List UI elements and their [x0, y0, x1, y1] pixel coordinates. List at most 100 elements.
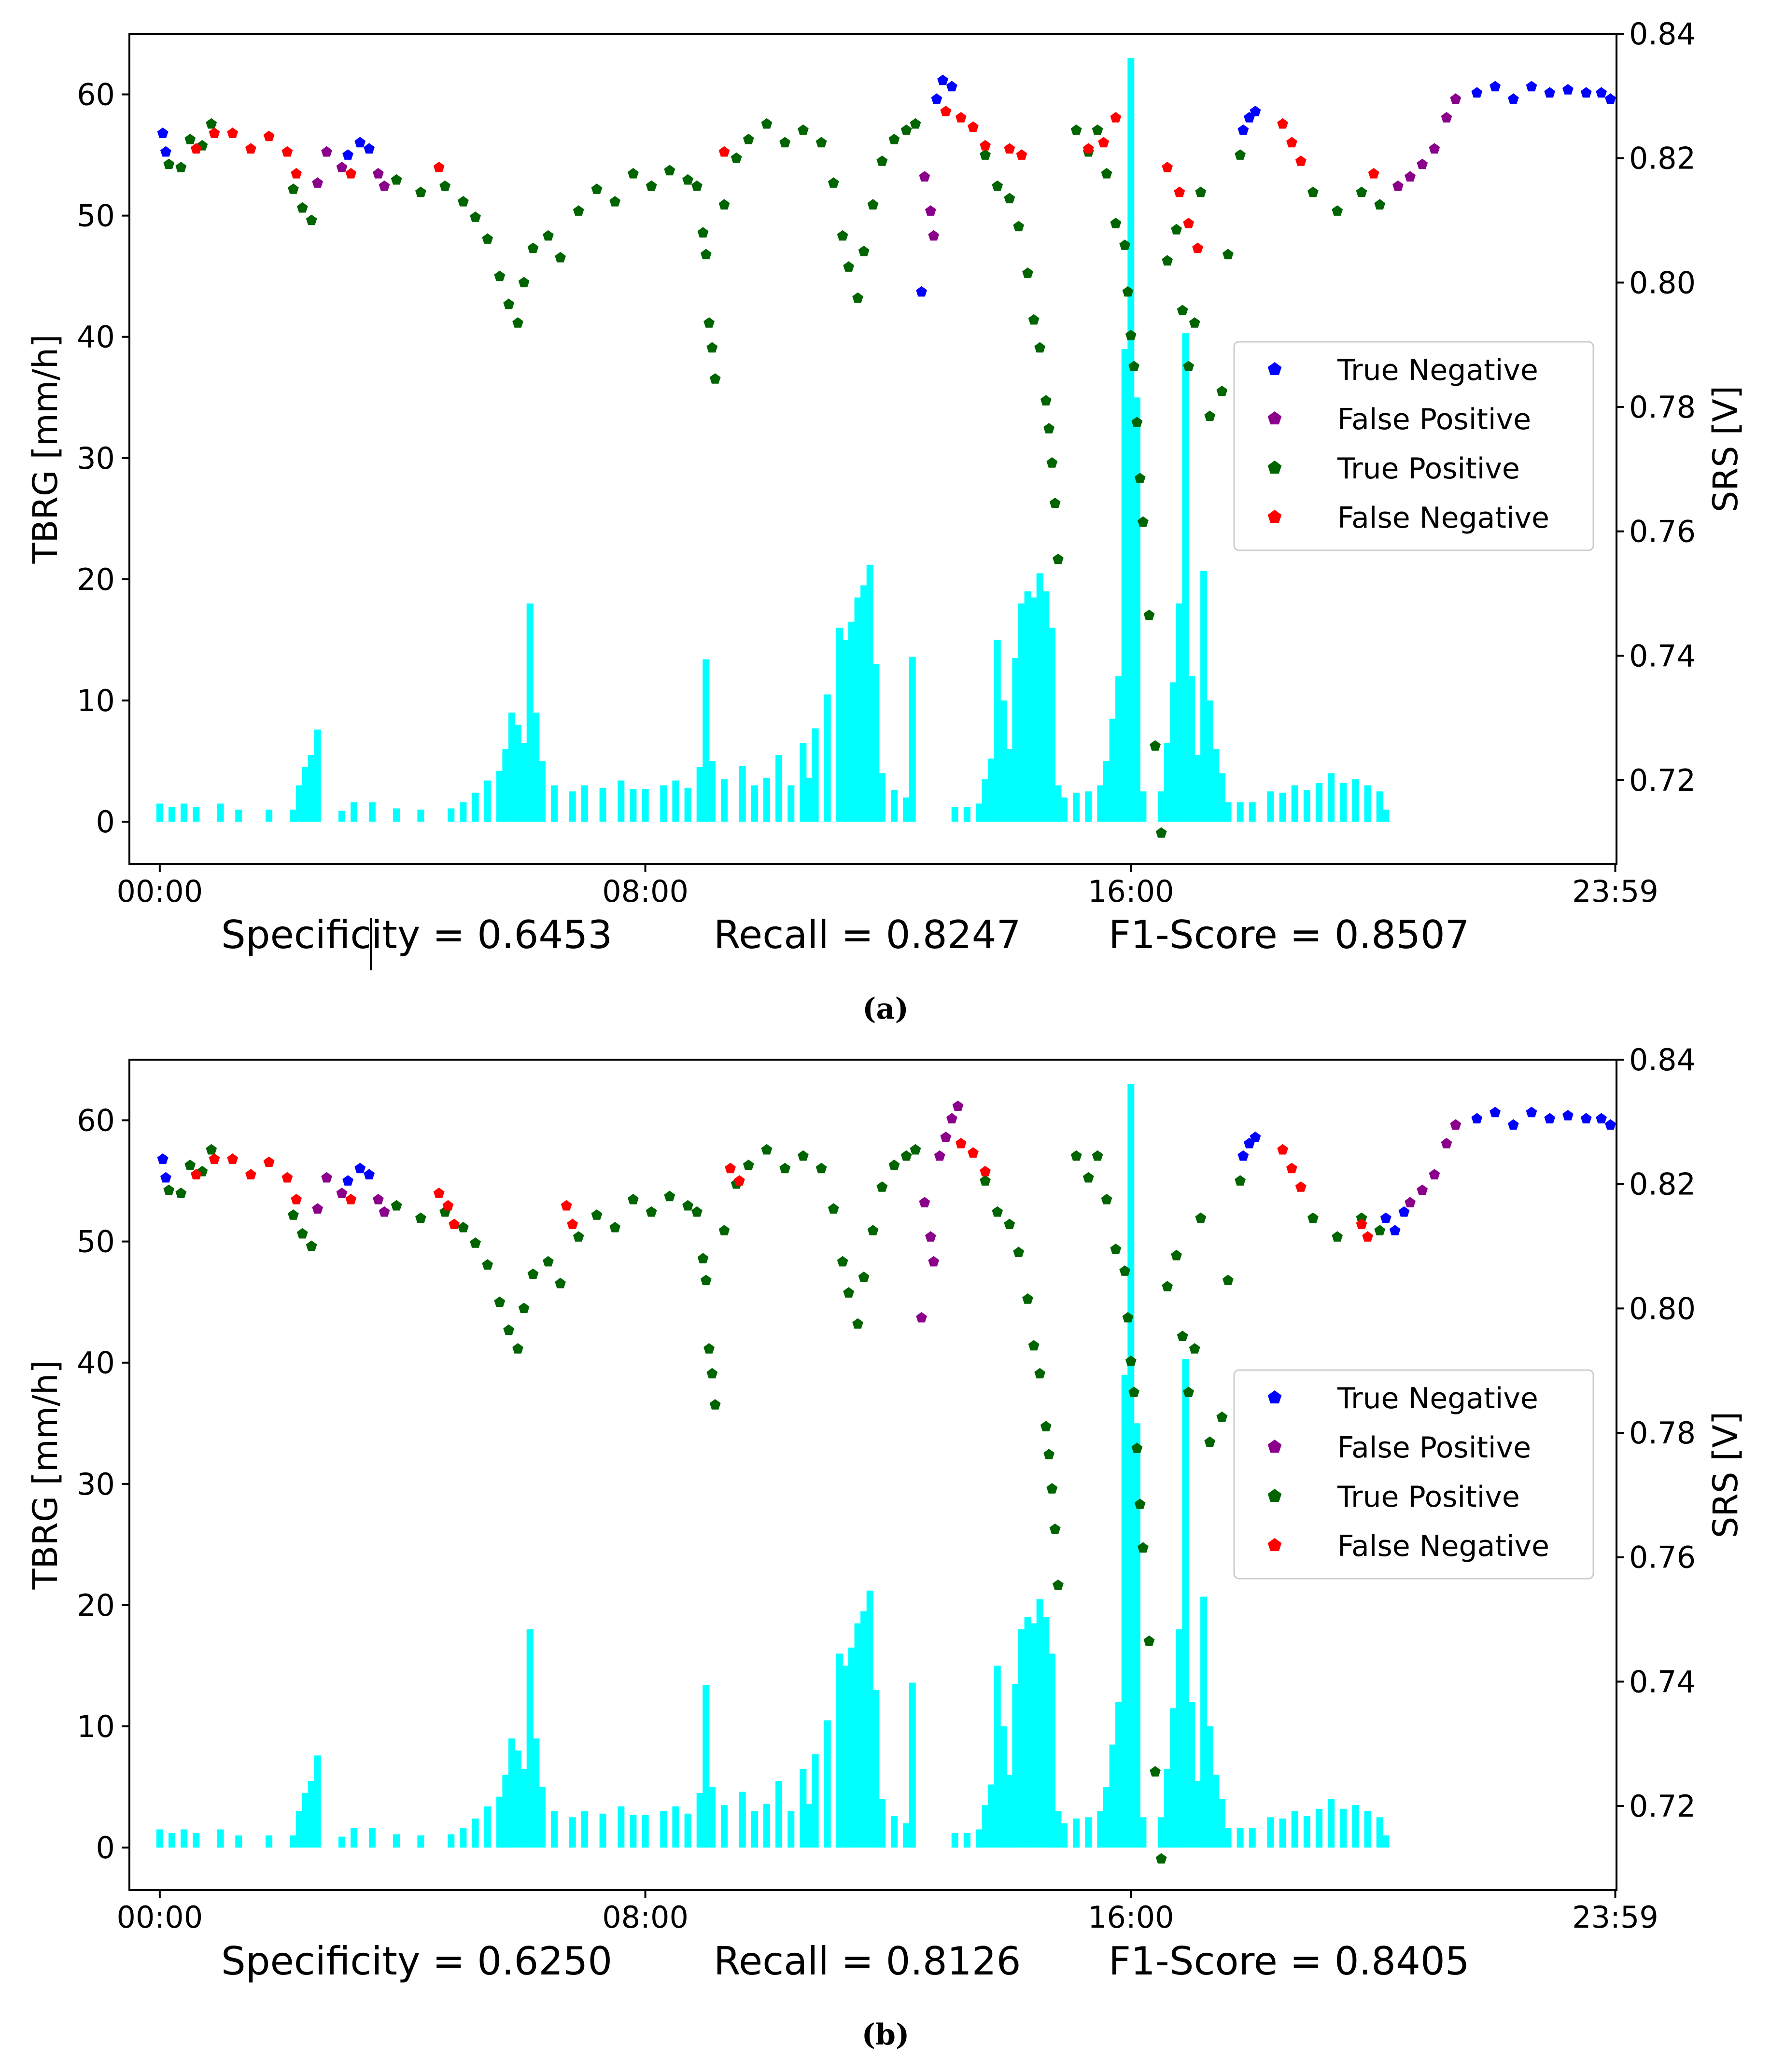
panel-a-true-negative-point [1605, 93, 1616, 104]
panel-b-rain-bar [1218, 1799, 1225, 1848]
panel-b-false-negative-point [734, 1175, 745, 1186]
panel-a-rain-bar [708, 761, 716, 822]
panel-a-x-tick-label: 08:00 [602, 874, 689, 909]
panel-b-true-positive-point [1092, 1150, 1103, 1161]
panel-a-rain-bar [266, 810, 273, 822]
panel-b-true-positive-point [1040, 1421, 1052, 1431]
panel-b-rain-bar [872, 1690, 880, 1848]
panel-a-true-positive-point [1356, 186, 1367, 197]
panel-a-left-y-tick-label: 60 [77, 77, 115, 112]
panel-b-rain-bar [708, 1787, 716, 1848]
panel-b-true-positive-point [1013, 1246, 1025, 1258]
panel-a-rain-bar [1182, 333, 1189, 822]
panel-a-true-negative-point [931, 93, 942, 104]
panel-a-false-negative-point [1192, 242, 1203, 253]
panel-b-true-negative-point [1562, 1110, 1574, 1120]
panel-a-rain-bar [569, 791, 576, 822]
panel-b-rain-bar [1224, 1828, 1232, 1848]
panel-b-left-y-tick-label: 60 [77, 1103, 115, 1138]
panel-b-true-positive-point [743, 1160, 754, 1170]
panel-b-right-y-tick-label: 0.80 [1629, 1291, 1696, 1326]
panel-b-rain-bar [302, 1793, 309, 1848]
panel-a-rain-bar [1042, 591, 1050, 822]
panel-a-rain-bar [787, 785, 795, 822]
panel-a-rain-bar [1012, 658, 1019, 822]
panel-a-false-positive-point [919, 171, 930, 182]
panel-b-false-positive-point [946, 1113, 957, 1124]
panel-b-rain-bar [508, 1738, 515, 1848]
panel-b-true-positive-point [779, 1162, 791, 1174]
panel-b-true-positive-point [1101, 1193, 1112, 1204]
panel-b-true-negative-point [1605, 1119, 1616, 1130]
panel-b-true-negative-point [1250, 1132, 1261, 1142]
panel-a-rain-bar [951, 807, 958, 822]
panel-b-rain-bar [308, 1781, 315, 1848]
panel-a-false-negative-point [245, 143, 256, 154]
panel-a-rain-bar [193, 807, 200, 822]
panel-b-true-positive-point [1131, 1442, 1143, 1453]
panel-a-rain-bar [1224, 802, 1232, 822]
panel-a-rain-bar [1200, 571, 1208, 822]
panel-a-false-negative-point [433, 162, 445, 172]
panel-b-rain-bar [800, 1768, 807, 1848]
panel-b-false-negative-point [980, 1165, 991, 1176]
panel-b-rain-bar [982, 1805, 989, 1848]
panel-a-true-positive-point [761, 118, 773, 129]
panel-b-true-negative-point [160, 1172, 171, 1183]
panel-a-rain-bar [1085, 791, 1092, 822]
panel-a-rain-bar [314, 729, 321, 822]
panel-b-true-positive-point [1004, 1218, 1015, 1230]
panel-b-true-positive-point [646, 1206, 657, 1217]
panel-b-legend-box [1233, 1369, 1594, 1580]
panel-a-rain-bar [812, 728, 819, 822]
panel-b-true-positive-point [512, 1343, 523, 1354]
panel-b-rain-bar [1316, 1808, 1322, 1848]
panel-b-false-positive-point [919, 1197, 930, 1207]
panel-a-true-positive-point [1125, 329, 1137, 340]
panel-b-true-positive-point [1223, 1274, 1234, 1286]
panel-a-rain-bar [1097, 785, 1104, 822]
panel-a-rain-bar [1340, 783, 1347, 822]
panel-b-true-positive-point [980, 1175, 991, 1186]
panel-b-true-positive-point [837, 1256, 848, 1267]
panel-b-true-positive-point [761, 1144, 773, 1155]
panel-a-rain-bar [660, 785, 667, 822]
panel-b-rain-bar [1109, 1744, 1116, 1848]
panel-b-legend-label-false-positive: False Positive [1337, 1431, 1531, 1465]
panel-a-x-tick-label: 16:00 [1088, 874, 1174, 909]
panel-b-true-positive-point [470, 1237, 481, 1248]
panel-b-legend-marker-false-positive [1267, 1440, 1282, 1453]
panel-b-false-negative-point [442, 1200, 454, 1211]
panel-b-true-negative-point [1237, 1150, 1249, 1161]
panel-a-true-negative-point [1471, 87, 1483, 98]
panel-a-rain-bar [1158, 791, 1165, 822]
panel-a-rain-bar [963, 807, 970, 822]
panel-a-rain-bar [1000, 700, 1007, 822]
panel-b-true-positive-point [718, 1225, 730, 1235]
panel-b-false-negative-point [345, 1193, 357, 1204]
panel-a-false-negative-point [980, 140, 991, 151]
panel-b-true-positive-point [798, 1150, 809, 1161]
panel-b-true-positive-point [206, 1144, 217, 1155]
panel-a-false-negative-point [345, 168, 357, 179]
panel-b-true-positive-point [682, 1200, 693, 1211]
panel-b-false-positive-point [925, 1231, 936, 1242]
panel-b-rain-bar [1018, 1629, 1025, 1848]
panel-b-left-y-tick-label: 50 [77, 1224, 115, 1260]
panel-a-true-positive-point [1028, 314, 1040, 325]
panel-b-rain-bar [1328, 1799, 1335, 1848]
panel-a-true-positive-point [494, 270, 506, 281]
panel-b-true-positive-point [175, 1188, 187, 1198]
panel-b-rain-bar [1340, 1808, 1347, 1848]
panel-a-rain-bar [484, 780, 491, 822]
panel-b-rain-bar [1249, 1828, 1256, 1848]
panel-b-false-negative-point [209, 1153, 220, 1164]
panel-a-true-positive-point [543, 230, 554, 241]
panel-b-true-positive-point [843, 1287, 855, 1298]
panel-a-rain-bar [472, 792, 479, 822]
panel-b-rain-bar [696, 1793, 703, 1848]
panel-a-right-y-tick-label: 0.74 [1629, 638, 1696, 673]
panel-b-left-y-tick-label: 40 [77, 1345, 115, 1381]
panel-b-true-positive-point [910, 1144, 921, 1155]
panel-a-true-negative-point [1507, 93, 1519, 104]
